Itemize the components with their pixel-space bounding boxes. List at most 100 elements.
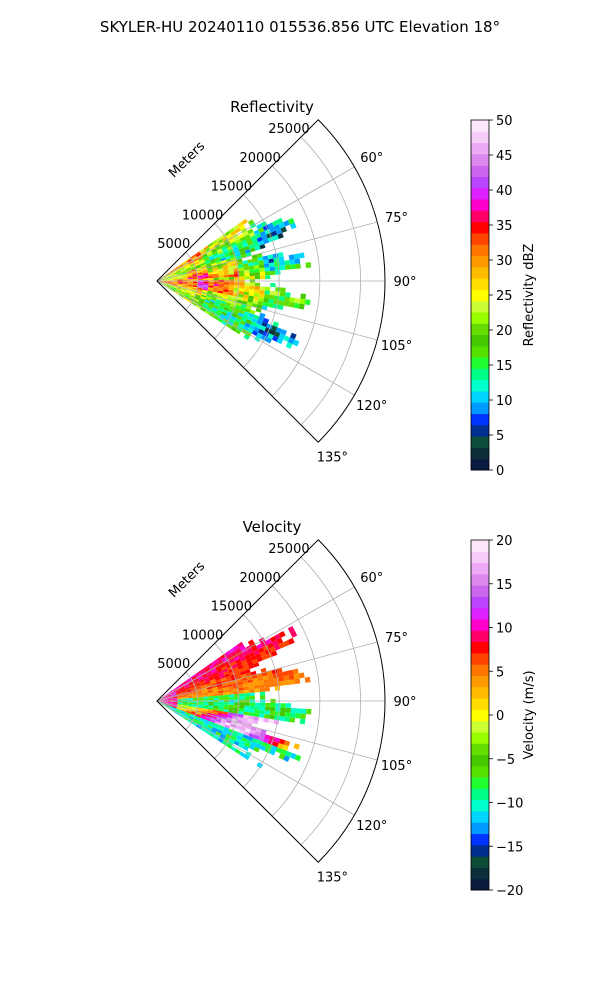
- radar-cell: [176, 271, 182, 275]
- radar-cell: [175, 690, 181, 693]
- radar-cell: [239, 644, 246, 651]
- radar-cell: [275, 707, 281, 712]
- radar-cell: [182, 285, 188, 287]
- radar-cell: [218, 704, 224, 707]
- radar-cell: [195, 294, 201, 298]
- radar-cell: [157, 701, 163, 702]
- radar-cell: [182, 276, 188, 278]
- radar-cell: [193, 718, 200, 723]
- colorbar-segment: [471, 698, 489, 710]
- radar-cell: [300, 713, 306, 720]
- radar-cell: [249, 282, 255, 287]
- radar-cell: [216, 248, 223, 253]
- radar-cell: [213, 735, 219, 741]
- radar-cell: [212, 709, 219, 713]
- range-tick-label: 10000: [182, 208, 223, 223]
- radar-cell: [227, 292, 234, 296]
- radar-cell: [172, 702, 178, 705]
- radar-cell: [220, 720, 226, 725]
- radar-cell: [161, 277, 167, 280]
- radar-cell: [288, 674, 295, 680]
- radar-cell: [202, 691, 208, 694]
- radar-cell: [274, 261, 280, 267]
- radar-cell: [220, 663, 226, 669]
- radar-cell: [195, 295, 201, 300]
- radar-cell: [167, 698, 173, 700]
- radar-cell: [219, 675, 226, 680]
- radar-cell: [235, 252, 241, 257]
- radar-cell: [177, 695, 183, 698]
- radar-cell: [227, 263, 233, 268]
- radar-cell: [220, 733, 226, 739]
- radar-cell: [259, 732, 266, 738]
- radar-cell: [264, 710, 270, 715]
- radar-cell: [249, 692, 255, 697]
- radar-cell: [208, 696, 214, 699]
- radar-cell: [221, 296, 228, 300]
- radar-cell: [162, 279, 168, 281]
- radar-cell: [220, 243, 226, 249]
- radar-cell: [195, 724, 202, 730]
- colorbar-segment: [471, 856, 489, 868]
- radar-cell: [214, 257, 221, 261]
- radar-cell: [252, 677, 259, 683]
- radar-cell: [185, 268, 192, 271]
- radar-cell: [184, 683, 190, 687]
- radar-cell: [243, 665, 250, 671]
- radar-cell: [198, 278, 204, 281]
- radar-cell: [248, 712, 255, 717]
- colorbar-segment: [471, 641, 489, 654]
- radar-cell: [198, 300, 204, 305]
- colorbar-segment: [471, 619, 489, 631]
- radar-cell: [244, 728, 251, 733]
- radar-cell: [195, 682, 201, 687]
- radar-cell: [254, 706, 260, 710]
- radar-cell: [235, 238, 242, 244]
- radar-cell: [166, 285, 172, 288]
- colorbar-segment: [471, 447, 489, 460]
- radar-cell: [239, 276, 245, 280]
- radar-cell: [295, 713, 301, 719]
- radar-cell: [167, 281, 173, 283]
- radar-cell: [228, 691, 235, 695]
- radar-cell: [171, 707, 176, 710]
- radar-cell: [190, 674, 196, 679]
- radar-cell: [166, 275, 172, 278]
- colorbar-segment: [471, 199, 489, 211]
- radar-cell: [280, 707, 286, 713]
- radar-cell: [260, 702, 266, 707]
- radar-cell: [187, 281, 194, 283]
- radar-cell: [282, 744, 289, 751]
- radar-cell: [239, 320, 246, 326]
- radar-cell: [222, 684, 228, 689]
- radar-cell: [193, 697, 199, 700]
- radar-cell: [261, 741, 268, 748]
- radar-cell: [249, 729, 256, 735]
- radar-cell: [211, 262, 217, 267]
- radar-cell: [216, 717, 222, 721]
- velocity-panel: Velocity 5000 10000 15000 20000 25000 Meters 60…: [156, 518, 537, 899]
- radar-cell: [284, 260, 291, 266]
- radar-cell: [235, 672, 241, 677]
- radar-cell: [247, 219, 255, 226]
- radar-cell: [245, 739, 252, 745]
- radar-cell: [207, 287, 214, 290]
- radar-cell: [197, 707, 203, 710]
- colorbar-segment: [471, 368, 489, 381]
- radar-cell: [218, 697, 224, 700]
- radar-cell: [247, 259, 254, 264]
- radar-cell: [162, 280, 168, 281]
- radar-cell: [269, 646, 276, 653]
- range-tick-label: 25000: [268, 122, 309, 137]
- radar-cell: [234, 647, 241, 654]
- radar-cell: [206, 306, 213, 311]
- radar-cell: [207, 270, 213, 273]
- radar-cell: [283, 755, 290, 762]
- radar-cell: [178, 714, 184, 718]
- radar-cell: [231, 663, 238, 669]
- radar-cell: [265, 337, 272, 344]
- radar-cell: [179, 292, 185, 296]
- radar-cell: [221, 718, 227, 723]
- colorbar-tick-label: 30: [496, 254, 513, 269]
- radar-cell: [198, 677, 204, 682]
